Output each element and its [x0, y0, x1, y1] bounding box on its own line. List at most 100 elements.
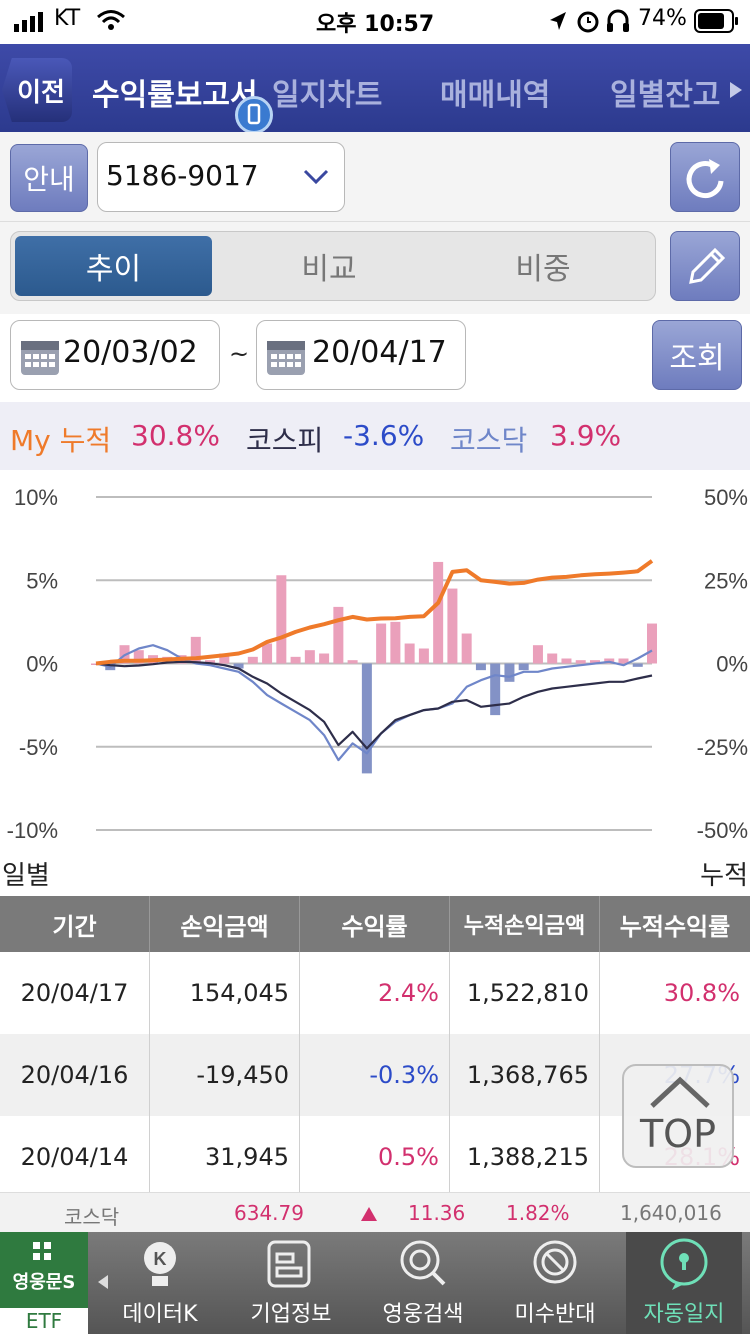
end-date: 20/04/17: [312, 335, 447, 370]
left-tick-label: -10%: [7, 818, 58, 843]
daily-bar: [490, 663, 501, 716]
daily-bar: [461, 633, 472, 664]
lightbulb-icon: K: [144, 1242, 176, 1286]
account-select[interactable]: 5186-9017: [97, 142, 345, 212]
end-date-field[interactable]: 20/04/17: [256, 320, 466, 390]
series-line-kospi: [95, 660, 653, 750]
daily-bar: [404, 643, 415, 664]
tab-hero-search[interactable]: 영웅검색: [368, 1232, 478, 1334]
tab-trade-history[interactable]: 매매내역: [440, 78, 551, 113]
cell-date: 20/04/17: [0, 952, 150, 1034]
alarm-icon: [576, 8, 600, 38]
tab-data-k-label: 데이터K: [122, 1302, 198, 1327]
back-button[interactable]: 이전: [2, 58, 72, 122]
pencil-icon: [689, 247, 726, 284]
triangle-right-icon[interactable]: [730, 82, 744, 102]
mobile-badge-icon: [235, 96, 273, 134]
market-ticker: 코스닥 634.79 11.36 1.82% 1,640,016: [0, 1192, 750, 1232]
daily-bar: [618, 658, 629, 664]
daily-bar: [233, 663, 244, 669]
edit-button[interactable]: [670, 231, 740, 301]
col-header-cum-rate: 누적수익률: [600, 896, 750, 952]
status-bar: KT 오후 10:57 74%: [0, 0, 750, 44]
info-button[interactable]: 안내: [10, 144, 88, 212]
right-tick-label: 25%: [704, 568, 748, 593]
scroll-top-button[interactable]: TOP: [622, 1064, 734, 1168]
lock-bubble-icon: [660, 1238, 708, 1290]
refresh-button[interactable]: [670, 142, 740, 212]
daily-bar: [219, 653, 230, 664]
daily-bar: [247, 656, 258, 664]
tab-misu-oppose-label: 미수반대: [514, 1302, 596, 1327]
daily-bar: [647, 623, 657, 664]
tab-etf-label: ETF: [0, 1308, 88, 1334]
right-axis-label: 누적: [700, 861, 748, 891]
start-date: 20/03/02: [63, 335, 198, 370]
daily-bar: [276, 575, 287, 664]
tab-company-info[interactable]: 기업정보: [236, 1232, 346, 1334]
col-header-period: 기간: [0, 896, 150, 952]
start-date-field[interactable]: 20/03/02: [10, 320, 220, 390]
daily-bar: [319, 653, 330, 664]
daily-bar: [290, 656, 301, 664]
tab-misu-oppose[interactable]: 미수반대: [500, 1232, 610, 1334]
tab-auto-journal[interactable]: 자동일지: [626, 1232, 742, 1334]
cell-date: 20/04/16: [0, 1034, 150, 1116]
calendar-icon: [265, 335, 307, 381]
segment-control: 추이 비교 비중: [10, 231, 656, 301]
triangle-up-icon: [360, 1203, 378, 1227]
tab-daily-balance[interactable]: 일별잔고: [610, 78, 721, 113]
right-tick-label: -25%: [697, 735, 748, 760]
left-tick-label: 0%: [26, 652, 58, 677]
segment-trend[interactable]: 추이: [15, 236, 212, 296]
cell-amount: 31,945: [150, 1116, 300, 1198]
svg-text:K: K: [154, 1249, 167, 1269]
location-icon: [548, 10, 568, 36]
cell-cum-amount: 1,522,810: [450, 952, 600, 1034]
left-tick-label: 10%: [14, 485, 58, 510]
bottom-tab-bar: 영웅문S ETF K 데이터K 기업정보 영웅검색 미수반대 자동일지: [0, 1232, 750, 1334]
calendar-icon: [19, 335, 61, 381]
legend-kospi-label: 코스피: [246, 424, 324, 457]
daily-bar: [475, 663, 486, 671]
daily-bar: [433, 561, 444, 664]
cell-amount: 154,045: [150, 952, 300, 1034]
daily-bar: [361, 663, 372, 774]
segment-weight[interactable]: 비중: [515, 252, 571, 287]
battery-percent: 74%: [638, 6, 687, 31]
tab-company-info-label: 기업정보: [250, 1302, 332, 1327]
col-header-rate: 수익률: [300, 896, 450, 952]
grid-icon: [33, 1242, 51, 1260]
tab-journal-chart[interactable]: 일지차트: [272, 78, 383, 113]
legend-my-label: My 누적: [10, 424, 112, 457]
clock-label: 오후 10:57: [316, 12, 435, 37]
chevron-up-icon: [650, 1076, 710, 1108]
left-tick-label: -5%: [19, 735, 58, 760]
query-button[interactable]: 조회: [652, 320, 742, 390]
daily-bar: [561, 658, 572, 664]
right-tick-label: -50%: [697, 818, 748, 843]
daily-bar: [304, 650, 315, 664]
legend-kospi-value: -3.6%: [343, 419, 425, 452]
date-separator: ~: [229, 340, 250, 368]
right-tick-label: 0%: [716, 652, 748, 677]
segment-compare[interactable]: 비교: [301, 252, 357, 287]
headphones-icon: [606, 8, 630, 38]
tab-data-k[interactable]: K 데이터K: [112, 1232, 208, 1334]
daily-bar: [589, 660, 600, 664]
triangle-left-icon[interactable]: [98, 1274, 110, 1293]
tab-return-report[interactable]: 수익률보고서: [92, 78, 258, 113]
return-trend-chart: 10% 5% 0% -5% -10% 50% 25% 0% -25% -50% 일별 누적: [2, 485, 748, 891]
battery-icon: [694, 9, 740, 37]
document-icon: [267, 1240, 311, 1288]
daily-bar: [190, 636, 201, 664]
ticker-volume: 1,640,016: [620, 1201, 722, 1225]
cell-rate: 0.5%: [300, 1116, 450, 1198]
left-axis-label: 일별: [2, 861, 50, 891]
chevron-down-icon: [303, 169, 329, 189]
tab-etf[interactable]: 영웅문S ETF: [0, 1232, 88, 1334]
daily-bar: [532, 645, 543, 664]
cell-cum-amount: 1,368,765: [450, 1034, 600, 1116]
tab-hero-search-label: 영웅검색: [382, 1302, 464, 1327]
legend-kosdaq-value: 3.9%: [550, 419, 622, 452]
